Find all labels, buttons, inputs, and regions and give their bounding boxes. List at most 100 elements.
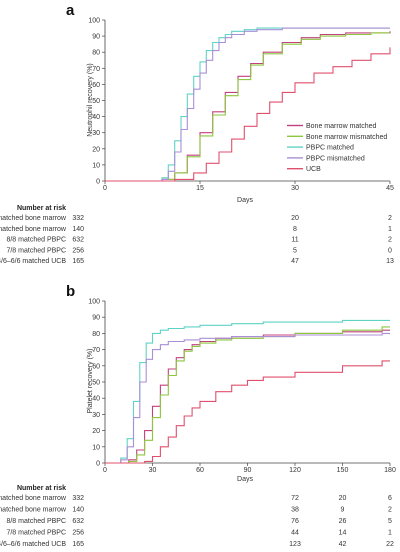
- series-line-pbpc-mismatched: [105, 332, 390, 464]
- risk-value: 165: [72, 541, 84, 548]
- legend-a: Bone marrow matched Bone marrow mismatche…: [287, 123, 387, 173]
- x-tick-label: 0: [103, 467, 107, 474]
- y-tick-label: 10: [92, 162, 100, 169]
- y-tick-label: 90: [92, 315, 100, 322]
- risk-value: 20: [339, 495, 347, 502]
- x-tick-label: 120: [289, 467, 301, 474]
- x-tick-label: 0: [103, 185, 107, 192]
- y-tick-label: 20: [92, 146, 100, 153]
- legend-label-pbpc-mismatched: PBPC mismatched: [306, 155, 365, 162]
- risk-value: 632: [72, 518, 84, 525]
- plot-b-xlabel: Days: [237, 476, 253, 483]
- risk-value: 22: [386, 541, 394, 548]
- risk-value: 20: [291, 215, 299, 222]
- y-tick-label: 40: [92, 396, 100, 403]
- y-tick-label: 50: [92, 380, 100, 387]
- risk-value: 47: [291, 258, 299, 265]
- risk-value: 8: [293, 226, 297, 233]
- y-tick-label: 20: [92, 428, 100, 435]
- series-line-ucb: [105, 360, 390, 464]
- risk-row-label: 8/8 matched PBPC: [6, 237, 66, 244]
- risk-value: 140: [72, 226, 84, 233]
- risk-value: 42: [339, 541, 347, 548]
- plot-a: 0 10 20 30 40 50 60 70 80 90 100 0 15 30 45: [88, 18, 394, 193]
- risk-value: 38: [291, 507, 299, 514]
- y-tick-label: 60: [92, 82, 100, 89]
- risk-value: 1: [388, 226, 392, 233]
- x-tick-label: 30: [149, 467, 157, 474]
- x-tick-label: 90: [244, 467, 252, 474]
- risk-row-label: 8/8 matched bone marrow: [0, 495, 67, 502]
- y-tick-label: 80: [92, 50, 100, 57]
- risk-value: 2: [388, 215, 392, 222]
- risk-value: 632: [72, 237, 84, 244]
- risk-row-label: 8/8 matched PBPC: [6, 518, 66, 525]
- risk-value: 5: [388, 518, 392, 525]
- risk-value: 0: [388, 247, 392, 254]
- panel-b-tag: b: [66, 283, 75, 300]
- series-line-pbpc-matched: [105, 319, 390, 464]
- risk-value: 76: [291, 518, 299, 525]
- risk-value: 256: [72, 530, 84, 537]
- y-tick-label: 70: [92, 66, 100, 73]
- y-tick-label: 100: [88, 299, 100, 306]
- series-line-ucb: [105, 47, 391, 182]
- y-tick-label: 60: [92, 363, 100, 370]
- series-line-bone-marrow-matched: [105, 329, 390, 464]
- risk-row-label: 4/6–6/6 matched UCB: [0, 258, 66, 265]
- risk-value: 9: [341, 507, 345, 514]
- y-tick-label: 50: [92, 98, 100, 105]
- y-tick-label: 90: [92, 34, 100, 41]
- risk-value: 5: [293, 247, 297, 254]
- y-tick-label: 30: [92, 130, 100, 137]
- y-tick-label: 100: [88, 18, 100, 25]
- risk-value: 11: [291, 237, 298, 244]
- y-tick-label: 40: [92, 114, 100, 121]
- risk-value: 165: [72, 258, 84, 265]
- risk-value: 123: [289, 541, 301, 548]
- risk-row-label: 7/8 matched bone marrow: [0, 507, 67, 514]
- x-tick-label: 180: [384, 467, 396, 474]
- risk-value: 256: [72, 247, 84, 254]
- y-tick-label: 80: [92, 331, 100, 338]
- y-tick-label: 70: [92, 347, 100, 354]
- risk-row-label: 7/8 matched PBPC: [6, 247, 66, 254]
- y-tick-label: 30: [92, 412, 100, 419]
- panel-a-tag: a: [66, 2, 75, 19]
- risk-row-label: 8/8 matched bone marrow: [0, 215, 67, 222]
- risk-row-label: 7/8 matched PBPC: [6, 530, 66, 537]
- legend-label-ucb: UCB: [306, 166, 321, 173]
- risk-table-b: Number at risk 8/8 matched bone marrow 332…: [0, 485, 394, 548]
- risk-value: 2: [388, 237, 392, 244]
- legend-label-pbpc-matched: PBPC matched: [306, 145, 354, 152]
- x-tick-label: 60: [196, 467, 204, 474]
- risk-table-header: Number at risk: [17, 205, 66, 212]
- y-tick-label: 0: [96, 179, 100, 186]
- y-tick-label: 0: [96, 461, 100, 468]
- risk-value: 6: [388, 495, 392, 502]
- x-tick-label: 15: [196, 185, 204, 192]
- risk-table-header: Number at risk: [17, 485, 66, 492]
- risk-value: 44: [291, 530, 299, 537]
- risk-value: 13: [386, 258, 394, 265]
- risk-row-label: 7/8 matched bone marrow: [0, 226, 67, 233]
- risk-value: 72: [291, 495, 299, 502]
- risk-value: 14: [339, 530, 347, 537]
- series-line-bone-marrow-mismatched: [105, 326, 390, 464]
- x-tick-label: 150: [337, 467, 349, 474]
- x-tick-label: 30: [291, 185, 299, 192]
- plot-b: 0 10 20 30 40 50 60 70 80 90 100 0 30 60 90 120 150 180: [88, 299, 396, 475]
- legend-label-bone-marrow-mismatched: Bone marrow mismatched: [306, 134, 387, 141]
- series-line-bone-marrow-mismatched: [105, 32, 390, 182]
- legend-label-bone-marrow-matched: Bone marrow matched: [306, 123, 377, 130]
- risk-value: 1: [388, 530, 392, 537]
- risk-row-label: 4/6–6/6 matched UCB: [0, 541, 66, 548]
- risk-value: 332: [72, 495, 84, 502]
- y-tick-label: 10: [92, 444, 100, 451]
- risk-value: 26: [339, 518, 347, 525]
- x-tick-label: 45: [386, 185, 394, 192]
- risk-table-a: Number at risk 8/8 matched bone marrow 332…: [0, 205, 394, 265]
- plot-a-ylabel: Neutrophil recovery (%): [87, 63, 94, 137]
- plot-a-xlabel: Days: [237, 197, 253, 204]
